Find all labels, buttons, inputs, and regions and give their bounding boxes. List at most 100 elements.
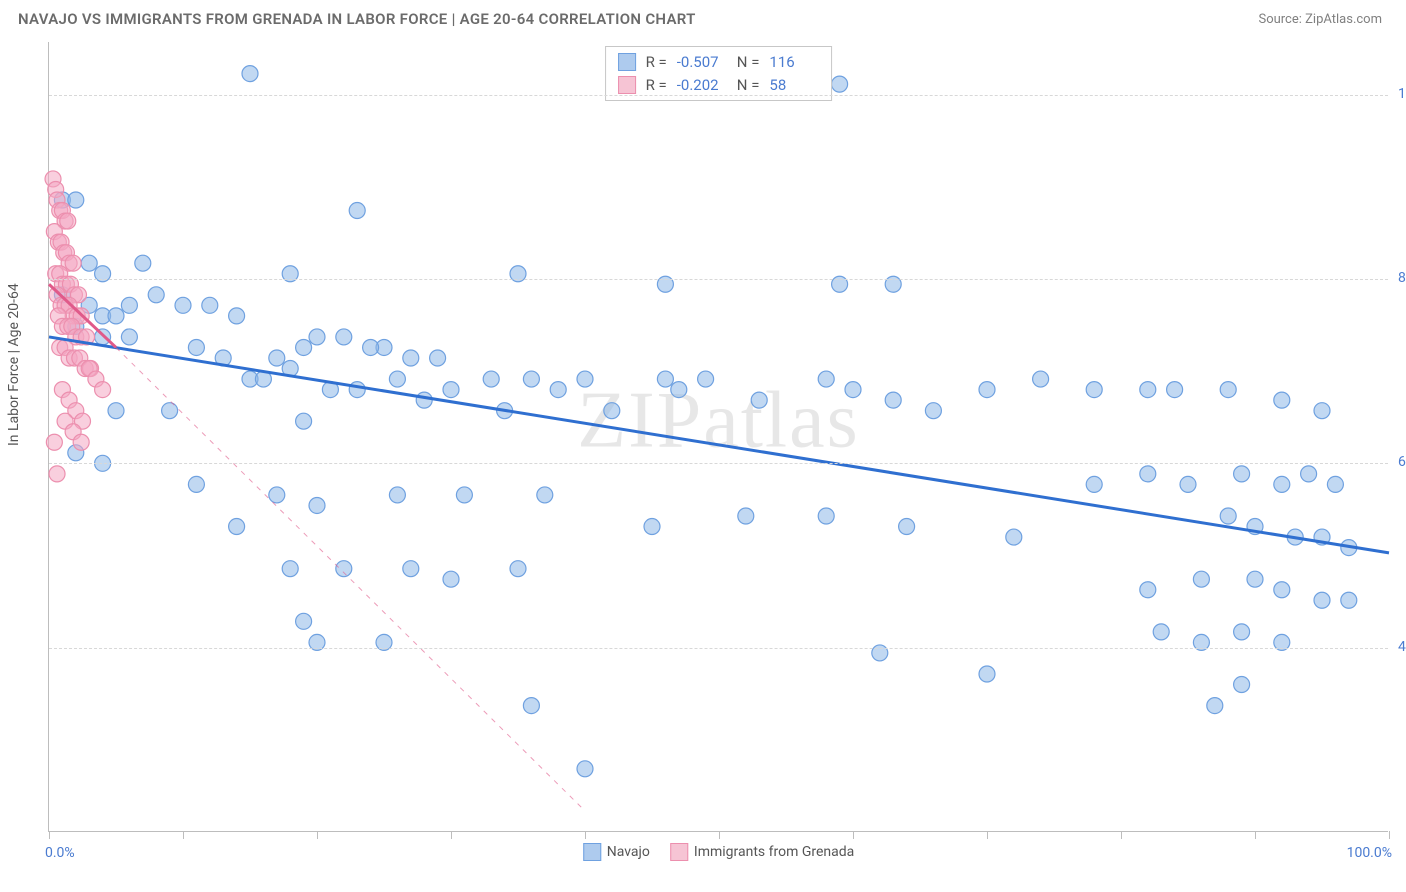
navajo-point [108,403,124,419]
x-tick [183,831,184,839]
chart-title: NAVAJO VS IMMIGRANTS FROM GRENADA IN LAB… [18,10,696,28]
navajo-point [309,497,325,513]
legend-swatch [618,53,636,71]
x-tick [1121,831,1122,839]
navajo-point [121,297,137,313]
navajo-point [108,308,124,324]
navajo-point [403,561,419,577]
navajo-point [657,371,673,387]
grenada-point [73,434,89,450]
navajo-point [336,329,352,345]
navajo-point [1234,677,1250,693]
n-value: 116 [769,51,819,74]
navajo-point [349,382,365,398]
grenada-point [65,255,81,271]
x-tick [451,831,452,839]
navajo-point [1180,476,1196,492]
navajo-point [403,350,419,366]
source-attribution: Source: ZipAtlas.com [1258,12,1382,27]
navajo-point [523,698,539,714]
navajo-point [845,382,861,398]
navajo-point [296,413,312,429]
navajo-point [979,666,995,682]
navajo-point [1086,382,1102,398]
navajo-point [416,392,432,408]
legend-label: Immigrants from Grenada [694,844,854,860]
navajo-point [68,192,84,208]
navajo-point [242,66,258,82]
navajo-point [148,287,164,303]
x-tick [317,831,318,839]
navajo-point [523,371,539,387]
navajo-point [296,339,312,355]
navajo-point [537,487,553,503]
navajo-point [389,371,405,387]
legend-label: Navajo [607,844,650,860]
navajo-point [1274,582,1290,598]
navajo-point [349,203,365,219]
navajo-trendline [49,337,1389,553]
navajo-point [1140,582,1156,598]
navajo-point [1153,624,1169,640]
x-tick [1255,831,1256,839]
grenada-point [49,466,65,482]
navajo-point [604,403,620,419]
plot-svg [49,42,1388,831]
legend-row: R =-0.202N =58 [618,74,820,97]
navajo-point [229,519,245,535]
x-tick [49,831,50,839]
navajo-point [1314,592,1330,608]
navajo-point [81,255,97,271]
navajo-point [443,382,459,398]
navajo-point [483,371,499,387]
navajo-point [1220,508,1236,524]
grenada-point [95,382,111,398]
navajo-point [1193,571,1209,587]
navajo-point [175,297,191,313]
navajo-point [644,519,660,535]
y-axis-label: In Labor Force | Age 20-64 [6,283,22,446]
navajo-point [1327,476,1343,492]
x-tick [1389,831,1390,839]
gridline [49,279,1388,280]
navajo-point [1314,403,1330,419]
navajo-point [1247,571,1263,587]
navajo-point [1207,698,1223,714]
y-tick-label: 100.0% [1390,86,1406,102]
navajo-point [430,350,446,366]
gridline [49,648,1388,649]
navajo-point [671,382,687,398]
n-value: 58 [769,74,819,97]
x-tick [719,831,720,839]
navajo-point [510,561,526,577]
navajo-point [577,371,593,387]
navajo-point [1274,476,1290,492]
navajo-point [818,508,834,524]
navajo-point [1140,382,1156,398]
grenada-point [46,434,62,450]
n-label: N = [737,51,760,74]
navajo-point [363,339,379,355]
navajo-point [832,76,848,92]
legend-row: R =-0.507N =116 [618,51,820,74]
navajo-point [550,382,566,398]
n-label: N = [737,74,760,97]
navajo-point [1341,592,1357,608]
legend-swatch [618,76,636,94]
navajo-point [135,255,151,271]
navajo-point [1167,382,1183,398]
navajo-point [885,392,901,408]
navajo-point [899,519,915,535]
navajo-point [577,761,593,777]
navajo-point [751,392,767,408]
legend-item: Navajo [583,843,650,861]
navajo-point [229,308,245,324]
legend-swatch [670,843,688,861]
navajo-point [188,476,204,492]
navajo-point [456,487,472,503]
legend-item: Immigrants from Grenada [670,843,854,861]
gridline [49,95,1388,96]
navajo-point [979,382,995,398]
gridline [49,463,1388,464]
y-tick-label: 47.5% [1390,639,1406,655]
